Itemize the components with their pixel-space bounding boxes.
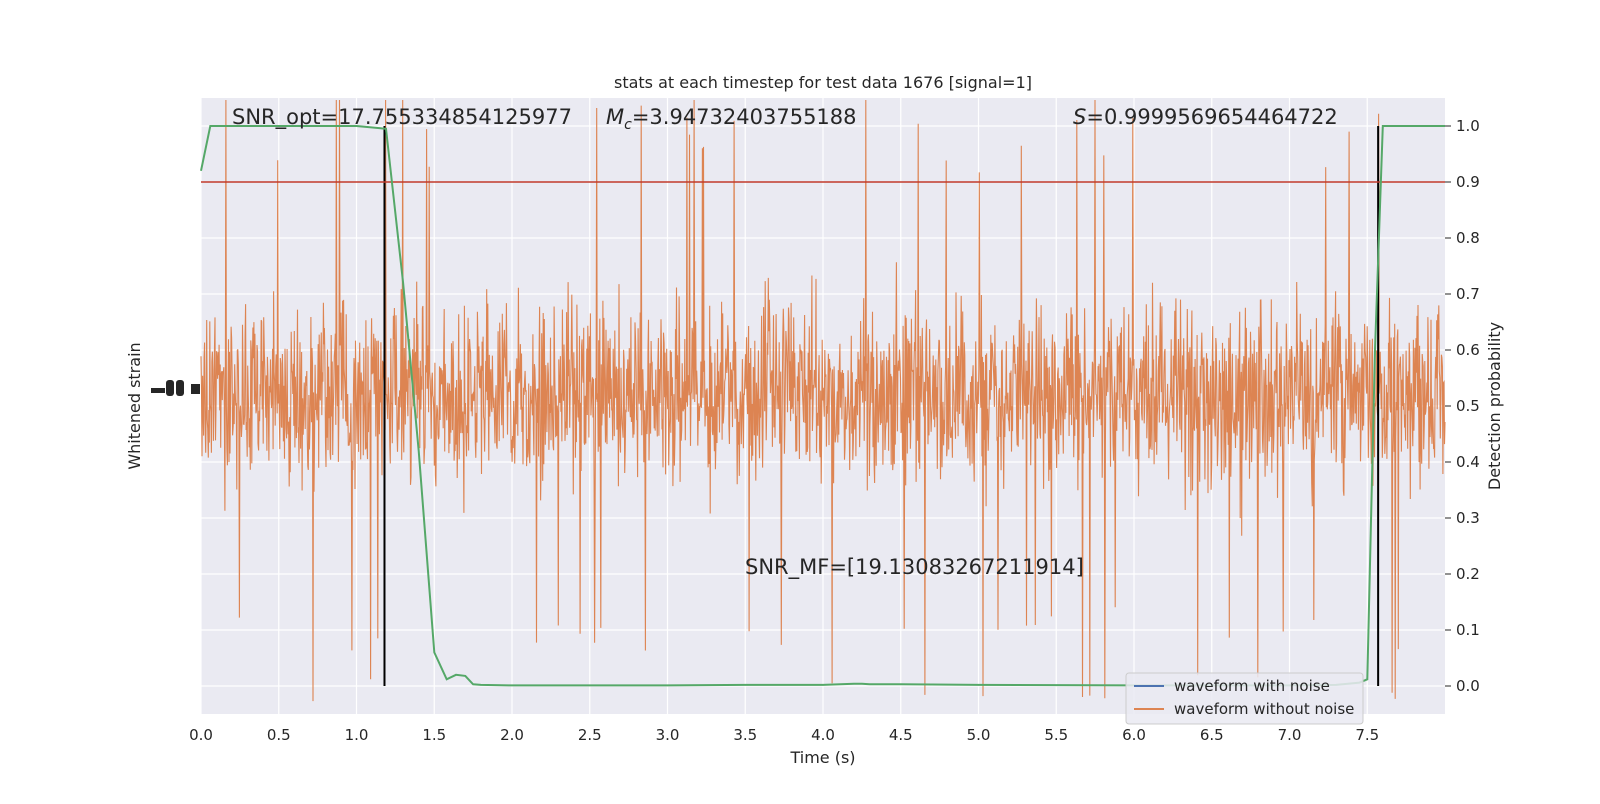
y-right-tick-label: 0.1 (1456, 621, 1480, 639)
x-tick-label: 2.5 (578, 726, 602, 744)
legend: waveform with noise waveform without noi… (1125, 672, 1364, 725)
x-tick-label: 4.0 (811, 726, 835, 744)
snr-mf-annotation: SNR_MF=[19.13083267211914] (745, 555, 1084, 580)
overlap-annotation: S=0.9999569654464722 (1073, 105, 1338, 129)
overlap-symbol: S (1073, 105, 1086, 129)
y-right-tick-label: 0.8 (1456, 229, 1480, 247)
x-tick-label: 0.0 (189, 726, 213, 744)
y-right-tick-label: 0.3 (1456, 509, 1480, 527)
axes: 0.0 0.5 1.0 1.5 2.0 2.5 3.0 3.5 4.0 4.5 5.0 5.5 6.0 6… (189, 117, 1480, 744)
vertical-markers (383, 126, 1380, 686)
snr-opt-annotation: SNR_opt=17.755334854125977 (232, 105, 572, 130)
x-tick-label: 3.5 (733, 726, 757, 744)
x-tick-label: 7.5 (1355, 726, 1379, 744)
legend-label-without-noise: waveform without noise (1174, 700, 1354, 718)
y-right-tick-label: 0.6 (1456, 341, 1480, 359)
y-right-tick-label: 0.4 (1456, 453, 1480, 471)
legend-label-with-noise: waveform with noise (1174, 677, 1330, 695)
strain-without-noise-line (200, 99, 1446, 702)
chart-title: stats at each timestep for test data 167… (614, 73, 1032, 92)
y-axis-label-right: Detection probability (1485, 322, 1504, 490)
overlap-value: =0.9999569654464722 (1086, 105, 1337, 129)
x-tick-label: 0.5 (267, 726, 291, 744)
x-tick-label: 6.0 (1122, 726, 1146, 744)
x-tick-label: 1.5 (422, 726, 446, 744)
x-tick-label: 3.0 (656, 726, 680, 744)
strain-series (200, 99, 1446, 702)
y-right-tick-label: 0.0 (1456, 677, 1480, 695)
chirp-mass-annotation: Mc=3.94732403755188 (606, 105, 857, 133)
y-axis-label-left: Whitened strain (125, 342, 144, 469)
y-right-tick-label: 0.5 (1456, 397, 1480, 415)
x-axis-label: Time (s) (789, 748, 855, 767)
y-right-tick-label: 0.7 (1456, 285, 1480, 303)
y-right-tick-label: 1.0 (1456, 117, 1480, 135)
chirp-mass-subscript: c (624, 117, 632, 133)
x-tick-label: 7.0 (1278, 726, 1302, 744)
x-tick-label: 6.5 (1200, 726, 1224, 744)
chirp-mass-value: =3.94732403755188 (632, 105, 857, 129)
chirp-mass-symbol: M (606, 105, 624, 129)
x-tick-label: 5.5 (1044, 726, 1068, 744)
x-tick-label: 5.0 (967, 726, 991, 744)
x-tick-label: 2.0 (500, 726, 524, 744)
x-tick-label: 1.0 (345, 726, 369, 744)
left-axis-tick-glyphs (151, 380, 200, 396)
legend-box (1125, 672, 1364, 725)
y-right-tick-label: 0.2 (1456, 565, 1480, 583)
y-right-tick-label: 0.9 (1456, 173, 1480, 191)
x-tick-label: 4.5 (889, 726, 913, 744)
